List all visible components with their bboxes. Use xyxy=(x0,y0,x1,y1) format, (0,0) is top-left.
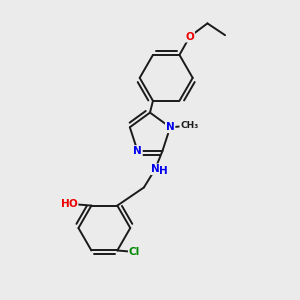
Text: Cl: Cl xyxy=(129,247,140,257)
Text: N: N xyxy=(151,164,160,174)
Text: CH₃: CH₃ xyxy=(180,121,198,130)
Text: H: H xyxy=(159,166,168,176)
Text: O: O xyxy=(69,199,77,209)
Text: N: N xyxy=(133,146,142,156)
Text: N: N xyxy=(166,122,175,132)
Text: H: H xyxy=(61,199,69,209)
Text: O: O xyxy=(185,32,194,42)
